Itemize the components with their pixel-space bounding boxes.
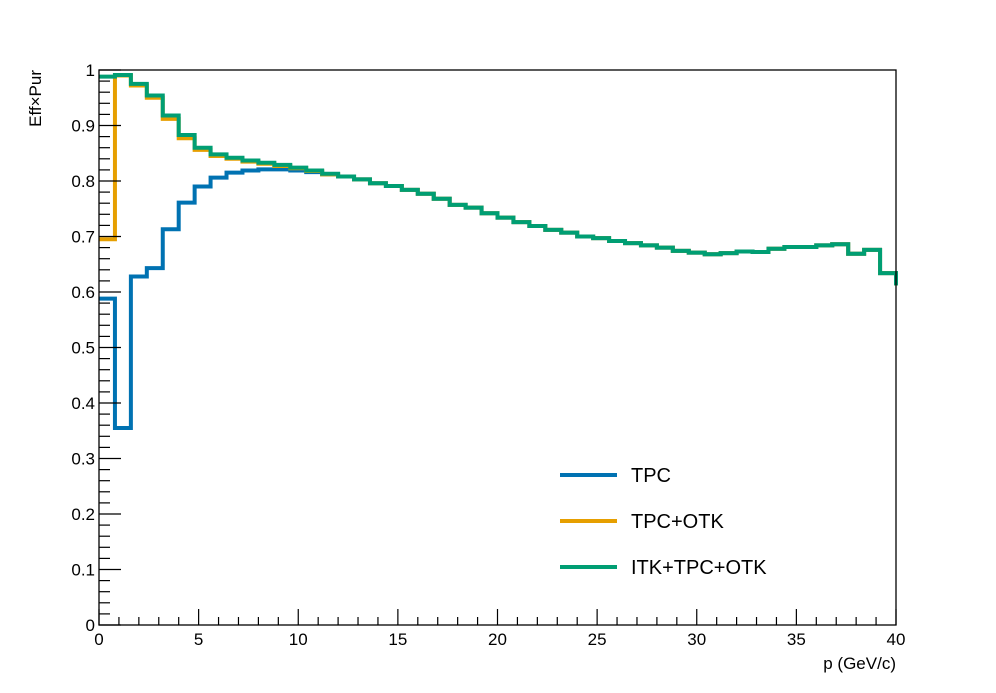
y-tick-label: 1 <box>86 61 95 80</box>
legend: TPC TPC+OTK ITK+TPC+OTK <box>560 465 767 579</box>
y-tick-label: 0.1 <box>71 561 95 580</box>
series-line-0 <box>99 167 898 430</box>
x-tick-label: 10 <box>289 630 308 649</box>
y-tick-label: 0.9 <box>71 117 95 136</box>
series-layer <box>99 73 898 430</box>
legend-label-2: ITK+TPC+OTK <box>631 557 767 579</box>
x-tick-label: 40 <box>887 630 906 649</box>
legend-label-1: TPC+OTK <box>631 511 724 533</box>
legend-label-0: TPC <box>631 465 671 487</box>
series-line-2 <box>99 73 898 286</box>
y-tick-label: 0.3 <box>71 450 95 469</box>
x-tick-label: 5 <box>194 630 203 649</box>
y-axis-title: Eff×Pur <box>26 70 45 127</box>
y-tick-label: 0.6 <box>71 283 95 302</box>
y-tick-label: 0.7 <box>71 228 95 247</box>
x-tick-label: 30 <box>687 630 706 649</box>
x-tick-label: 25 <box>588 630 607 649</box>
x-tick-label: 35 <box>787 630 806 649</box>
x-tick-label: 20 <box>488 630 507 649</box>
y-tick-label: 0.2 <box>71 505 95 524</box>
y-tick-label: 0 <box>86 616 95 635</box>
x-tick-label: 15 <box>388 630 407 649</box>
y-tick-label: 0.4 <box>71 394 95 413</box>
axis-tick-labels: 0 5 10 15 20 25 30 35 40 0 0.1 0.2 0.3 0.4 0.5 0.6 0.7 0.… <box>71 61 905 649</box>
series-line-1 <box>99 73 898 286</box>
axis-ticks <box>98 69 897 626</box>
x-tick-label: 0 <box>94 630 103 649</box>
y-tick-label: 0.5 <box>71 339 95 358</box>
y-tick-label: 0.8 <box>71 172 95 191</box>
x-axis-title: p (GeV/c) <box>823 654 896 673</box>
